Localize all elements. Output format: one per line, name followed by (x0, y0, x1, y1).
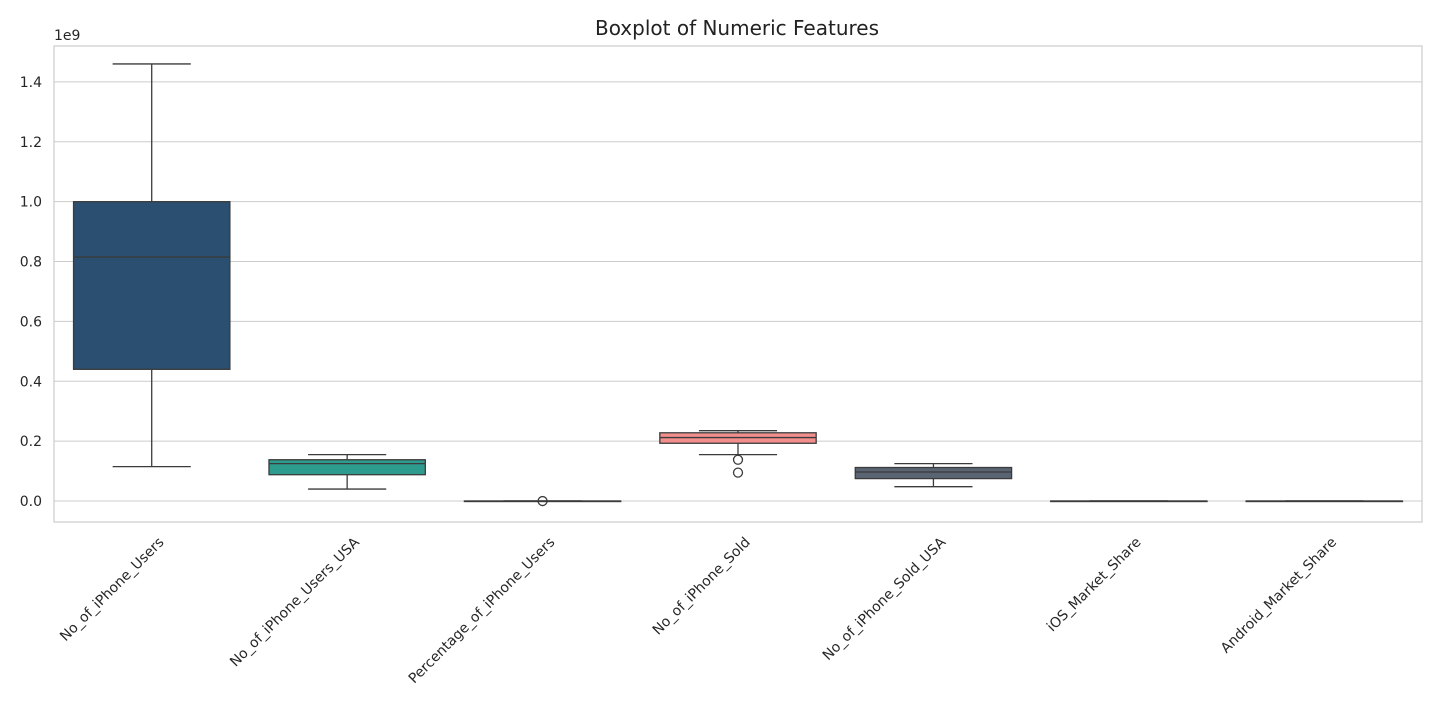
y-axis-ticks: 0.0 0.2 0.4 0.6 0.8 1.0 1.2 1.4 (20, 75, 42, 510)
box-percentage-of-iphone-users (463, 495, 622, 507)
y-tick-label: 0.2 (20, 434, 42, 450)
y-tick-label: 0.0 (20, 494, 42, 510)
x-tick-label: No_of_iPhone_Sold_USA (820, 534, 950, 664)
outlier-point (537, 495, 548, 507)
box-no-of-iphone-users (72, 63, 231, 468)
box-series (72, 63, 1404, 507)
box-no-of-iphone-sold (659, 430, 817, 478)
plot-frame (53, 45, 1423, 523)
outlier-point (732, 467, 744, 478)
y-tick-label: 1.4 (20, 75, 42, 91)
x-tick-label: Android_Market_Share (1218, 534, 1340, 656)
x-tick-label: No_of_iPhone_Users (57, 534, 167, 644)
box-no-of-iphone-users-usa (268, 453, 426, 490)
y-tick-label: 1.2 (20, 135, 42, 151)
outlier-point (732, 454, 744, 465)
x-tick-label: No_of_iPhone_Sold (650, 534, 754, 638)
y-tick-label: 0.6 (20, 314, 42, 330)
x-tick-label: iOS_Market_Share (1044, 534, 1145, 635)
box-no-of-iphone-sold-usa (854, 462, 1013, 488)
y-axis-offset-label: 1e9 (54, 28, 80, 44)
iqr-box (72, 201, 231, 370)
grid-lines (54, 81, 1422, 502)
y-tick-label: 1.0 (20, 195, 42, 211)
x-tick-label: No_of_iPhone_Users_USA (227, 534, 363, 670)
iqr-box (268, 459, 426, 476)
iqr-box (854, 466, 1013, 480)
x-axis-labels: No_of_iPhone_Users No_of_iPhone_Users_USA… (57, 534, 1340, 687)
chart-title: Boxplot of Numeric Features (595, 16, 879, 40)
x-tick-label: Percentage_of_iPhone_Users (406, 534, 559, 687)
y-tick-label: 0.4 (20, 374, 42, 390)
box-ios-market-share (1050, 500, 1208, 503)
y-tick-label: 0.8 (20, 255, 42, 271)
box-android-market-share (1245, 500, 1404, 503)
